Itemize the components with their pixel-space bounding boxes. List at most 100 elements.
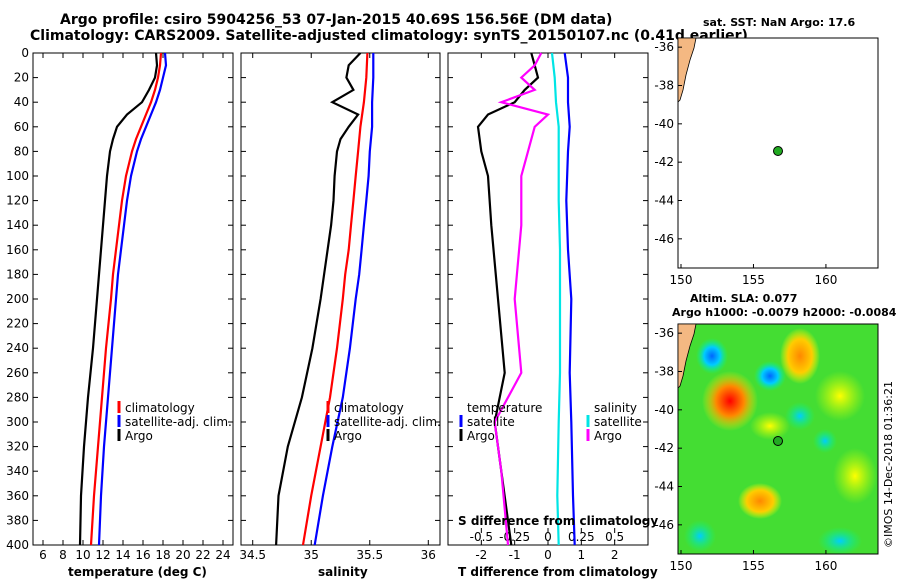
diff-legend-temp-sat: satellite <box>467 415 515 429</box>
depth-tick-label: 60 <box>14 120 29 134</box>
x-tick-label: 6 <box>39 548 47 562</box>
lat-tick-label: -42 <box>654 441 674 455</box>
series-line-climatology <box>89 52 163 546</box>
x-tick-label: 20 <box>175 548 190 562</box>
argo-position-marker-sst <box>773 146 783 156</box>
x-tick-label: -0.25 <box>499 530 530 544</box>
depth-tick-label: 300 <box>6 415 29 429</box>
x-tick-label: 0 <box>544 530 552 544</box>
temp-xlabel: temperature (deg C) <box>68 565 207 579</box>
title-line-2: Climatology: CARS2009. Satellite-adjuste… <box>30 28 748 44</box>
sal-xlabel: salinity <box>318 565 368 579</box>
lat-tick-label: -38 <box>654 79 674 93</box>
temp-legend-satadj: satellite-adj. clim. <box>125 415 232 429</box>
x-tick-label: 2 <box>611 548 619 562</box>
x-tick-label: -2 <box>475 548 487 562</box>
series-line-temperature-argo <box>476 52 540 546</box>
series-line-satellite-adj-clim- <box>97 52 168 546</box>
lat-tick-label: -40 <box>654 117 674 131</box>
series-line-salinity-satellite <box>550 52 562 546</box>
lon-tick-label: 155 <box>742 273 765 287</box>
x-tick-label: 8 <box>59 548 67 562</box>
depth-tick-label: 360 <box>6 489 29 503</box>
diff-legend-temp-argo: Argo <box>467 429 495 443</box>
depth-tick-label: 20 <box>14 71 29 85</box>
x-tick-label: 36 <box>421 548 436 562</box>
lon-tick-label: 160 <box>814 273 837 287</box>
lon-tick-label: 160 <box>814 559 837 573</box>
lat-tick-label: -46 <box>654 232 674 246</box>
s-diff-label: S difference from climatology <box>458 514 658 528</box>
depth-tick-label: 280 <box>6 390 29 404</box>
depth-tick-label: 240 <box>6 341 29 355</box>
x-tick-label: 1 <box>578 548 586 562</box>
lat-tick-label: -42 <box>654 155 674 169</box>
diff-legend-sal-argo: Argo <box>594 429 622 443</box>
lat-tick-label: -38 <box>654 365 674 379</box>
x-tick-label: 35 <box>304 548 319 562</box>
depth-tick-label: 340 <box>6 464 29 478</box>
lat-tick-label: -44 <box>654 480 674 494</box>
sst-coastline <box>677 37 697 103</box>
x-tick-label: 0.25 <box>568 530 595 544</box>
x-tick-label: 10 <box>75 548 90 562</box>
lon-tick-label: 150 <box>670 559 693 573</box>
imos-credit: ©IMOS 14-Dec-2018 01:36:21 <box>882 381 895 548</box>
x-tick-label: -1 <box>509 548 521 562</box>
temperature-panel <box>32 52 234 546</box>
depth-tick-label: 220 <box>6 317 29 331</box>
depth-tick-label: 200 <box>6 292 29 306</box>
sal-legend-clim: climatology <box>334 401 404 415</box>
temperature-legend: climatology satellite-adj. clim. Argo <box>117 401 232 443</box>
lon-tick-label: 150 <box>670 273 693 287</box>
depth-tick-label: 100 <box>6 169 29 183</box>
x-tick-label: 14 <box>115 548 130 562</box>
diff-xlabel: T difference from climatology <box>458 565 658 579</box>
temp-legend-argo: Argo <box>125 429 153 443</box>
sla-map-title-1: Altim. SLA: 0.077 <box>690 292 798 305</box>
lat-tick-label: -46 <box>654 518 674 532</box>
lat-tick-label: -40 <box>654 403 674 417</box>
x-tick-label: 18 <box>155 548 170 562</box>
depth-tick-label: 140 <box>6 218 29 232</box>
x-tick-label: 12 <box>95 548 110 562</box>
argo-position-marker-sla <box>773 436 783 446</box>
diff-legend-sal-sat: satellite <box>594 415 642 429</box>
x-tick-label: 35.5 <box>356 548 383 562</box>
diff-legend-temp-title: temperature <box>467 401 542 415</box>
salinity-panel <box>240 52 441 546</box>
sst-map-title: sat. SST: NaN Argo: 17.6 <box>703 16 856 29</box>
depth-tick-label: 260 <box>6 366 29 380</box>
lon-tick-label: 155 <box>742 559 765 573</box>
difference-legend: temperature satellite Argo salinity sate… <box>459 401 642 443</box>
depth-tick-label: 400 <box>6 538 29 552</box>
depth-axis: 0 20 40 60 80 100 120 140 160 180 200 220 240 260 280 3… <box>6 46 648 552</box>
series-line-argo <box>275 52 362 546</box>
depth-tick-label: 120 <box>6 194 29 208</box>
depth-tick-label: 40 <box>14 95 29 109</box>
sla-coastline <box>677 323 697 389</box>
depth-tick-label: 180 <box>6 267 29 281</box>
depth-tick-label: 0 <box>21 46 29 60</box>
sla-map-title-2: Argo h1000: -0.0079 h2000: -0.0084 <box>672 306 897 319</box>
title-line-1: Argo profile: csiro 5904256_53 07-Jan-20… <box>60 12 613 28</box>
depth-tick-label: 320 <box>6 440 29 454</box>
sst-map: -36 -38 -40 -42 -44 -46 150 155 160 <box>654 37 879 287</box>
lat-tick-label: -44 <box>654 194 674 208</box>
x-tick-label: 34.5 <box>239 548 266 562</box>
depth-tick-label: 380 <box>6 513 29 527</box>
lat-tick-label: -36 <box>654 40 674 54</box>
sal-legend-argo: Argo <box>334 429 362 443</box>
x-tick-label: 24 <box>215 548 230 562</box>
sal-legend-satadj: satellite-adj. clim. <box>334 415 441 429</box>
x-tick-label: -0.5 <box>470 530 493 544</box>
x-tick-label: 16 <box>135 548 150 562</box>
sla-map-frame <box>677 323 879 555</box>
depth-tick-label: 160 <box>6 243 29 257</box>
series-line-climatology <box>301 52 369 546</box>
depth-tick-label: 80 <box>14 144 29 158</box>
series-line-salinity-argo <box>493 52 551 546</box>
x-tick-label: 0 <box>544 548 552 562</box>
x-tick-label: 0.5 <box>605 530 624 544</box>
